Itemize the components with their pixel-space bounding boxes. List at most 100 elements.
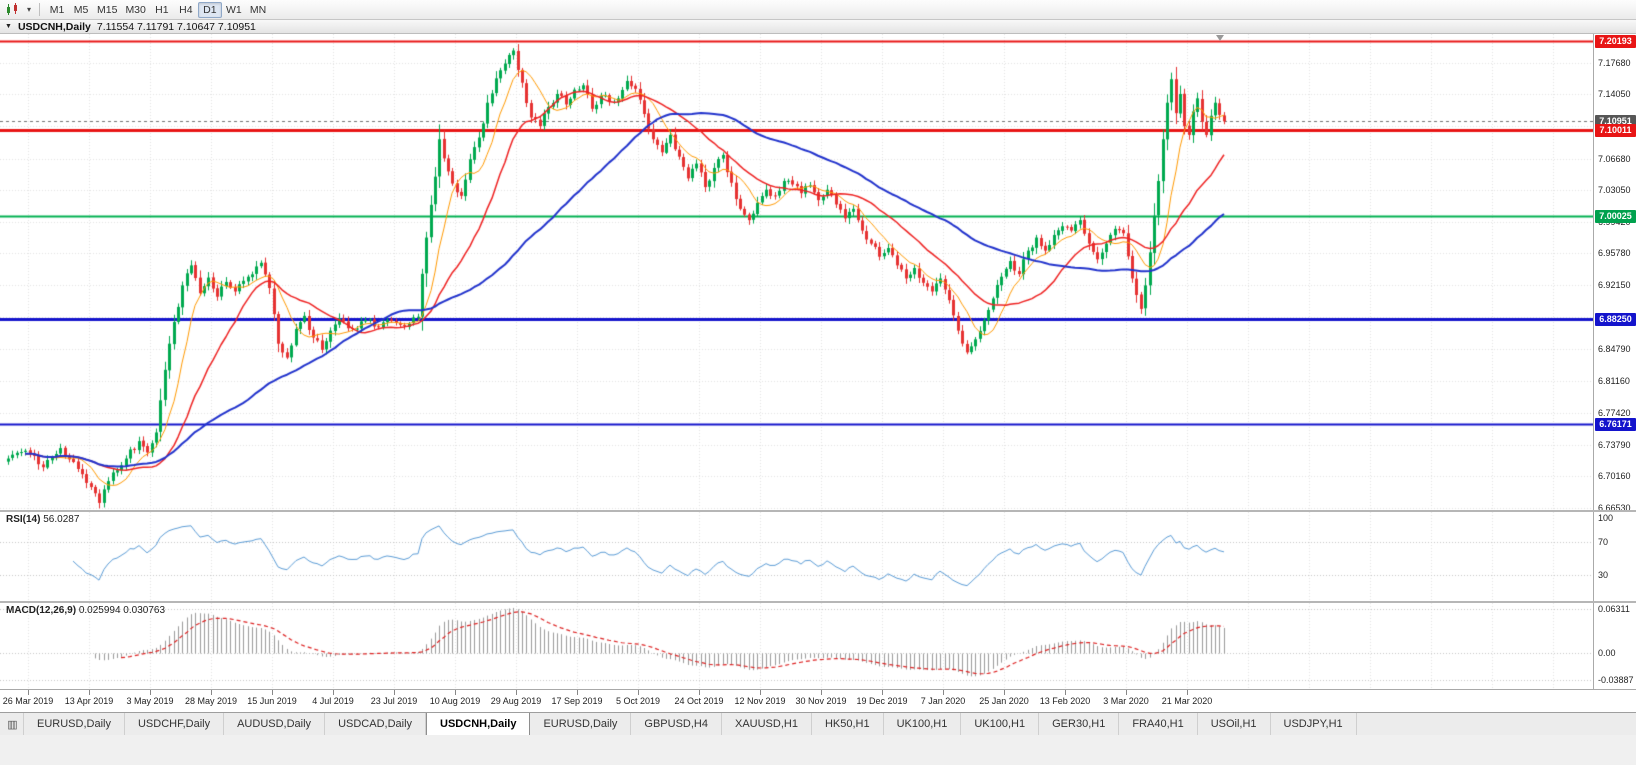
price-level-badge: 7.20193 bbox=[1595, 35, 1636, 48]
date-axis-tick bbox=[1187, 690, 1188, 695]
chart-caption-bar: ▼ USDCNH,Daily 7.11554 7.11791 7.10647 7… bbox=[0, 20, 1636, 34]
timeframe-button-d1[interactable]: D1 bbox=[197, 1, 222, 18]
date-axis-label: 24 Oct 2019 bbox=[674, 696, 724, 706]
timeframe-button-m5[interactable]: M5 bbox=[73, 3, 89, 16]
chart-tab-usdcnh-daily[interactable]: USDCNH,Daily bbox=[426, 713, 531, 735]
rsi-indicator-chart[interactable] bbox=[0, 512, 1593, 601]
rsi-axis-tick-label: 30 bbox=[1598, 569, 1609, 580]
date-axis-label: 23 Jul 2019 bbox=[370, 696, 418, 706]
candlestick-glyph bbox=[7, 3, 17, 15]
timeframe-button-m15[interactable]: M15 bbox=[97, 3, 118, 16]
chart-tab-gbpusd-h4[interactable]: GBPUSD,H4 bbox=[631, 713, 722, 735]
chart-tab-usoil-h1[interactable]: USOil,H1 bbox=[1198, 713, 1271, 735]
macd-axis-tick-label: 0.06311 bbox=[1598, 603, 1630, 614]
rsi-indicator-value: 56.0287 bbox=[43, 514, 80, 525]
macd-indicator-name: MACD(12,26,9) bbox=[6, 605, 77, 616]
date-axis-tick bbox=[89, 690, 90, 695]
date-axis-label: 17 Sep 2019 bbox=[551, 696, 603, 706]
date-axis-label: 26 Mar 2019 bbox=[2, 696, 54, 706]
date-axis-label: 12 Nov 2019 bbox=[734, 696, 786, 706]
date-axis-tick bbox=[28, 690, 29, 695]
chart-tab-uk100-h1[interactable]: UK100,H1 bbox=[884, 713, 962, 735]
chart-tab-eurusd-daily[interactable]: EURUSD,Daily bbox=[530, 713, 632, 735]
timeframe-button-w1[interactable]: W1 bbox=[226, 3, 242, 16]
tab-list-icon[interactable]: ▥ bbox=[2, 713, 24, 735]
date-axis-tick bbox=[760, 690, 761, 695]
date-axis-tick bbox=[943, 690, 944, 695]
date-axis-tick bbox=[150, 690, 151, 695]
rsi-panel-label: RSI(14) 56.0287 bbox=[6, 514, 79, 525]
chart-type-dropdown-icon[interactable]: ▾ bbox=[26, 5, 31, 14]
toolbar: ▾ M1 M5 M15 M30 H1 H4 D1 W1 MN bbox=[0, 0, 1636, 20]
date-axis-tick bbox=[821, 690, 822, 695]
date-axis-tick bbox=[272, 690, 273, 695]
chart-tab-hk50-h1[interactable]: HK50,H1 bbox=[812, 713, 884, 735]
date-axis-tick bbox=[394, 690, 395, 695]
date-axis-tick bbox=[638, 690, 639, 695]
price-level-badge: 7.00025 bbox=[1595, 210, 1636, 224]
macd-indicator-chart[interactable] bbox=[0, 603, 1593, 689]
rsi-panel-splitter[interactable] bbox=[0, 510, 1636, 512]
date-axis-separator bbox=[0, 689, 1636, 690]
date-axis-label: 3 May 2019 bbox=[126, 696, 174, 706]
price-axis-tick-label: 7.03050 bbox=[1598, 185, 1631, 196]
chart-menu-icon[interactable]: ▼ bbox=[5, 22, 12, 30]
chart-tab-bar: ▥ EURUSD,Daily USDCHF,Daily AUDUSD,Daily US… bbox=[0, 712, 1636, 735]
price-axis-separator bbox=[1593, 34, 1594, 689]
timeframe-button-m30[interactable]: M30 bbox=[125, 3, 146, 16]
price-axis-tick-label: 6.66530 bbox=[1598, 502, 1631, 513]
price-axis-tick-label: 7.17680 bbox=[1598, 57, 1631, 68]
chart-tab-uk100-h1[interactable]: UK100,H1 bbox=[961, 713, 1040, 735]
date-axis-tick bbox=[1126, 690, 1127, 695]
chart-tab-usdcad-daily[interactable]: USDCAD,Daily bbox=[325, 713, 427, 735]
chart-tab-xauusd-h1[interactable]: XAUUSD,H1 bbox=[722, 713, 812, 735]
price-axis-tick-label: 7.06680 bbox=[1598, 153, 1631, 164]
price-axis-tick-label: 6.81160 bbox=[1598, 375, 1630, 386]
timeframe-button-h1[interactable]: H1 bbox=[155, 3, 169, 16]
date-axis-tick bbox=[455, 690, 456, 695]
chart-shift-marker-icon bbox=[1216, 35, 1224, 41]
macd-panel-splitter[interactable] bbox=[0, 601, 1636, 603]
date-axis-label: 13 Apr 2019 bbox=[64, 696, 114, 706]
timeframe-button-group: M1 M5 M15 M30 H1 H4 D1 W1 MN bbox=[45, 1, 270, 18]
macd-indicator-value: 0.025994 0.030763 bbox=[78, 605, 166, 616]
date-axis-label: 5 Oct 2019 bbox=[615, 696, 661, 706]
timeframe-button-m1[interactable]: M1 bbox=[49, 3, 65, 16]
price-axis-tick-label: 6.92150 bbox=[1598, 279, 1631, 290]
main-price-chart[interactable] bbox=[0, 34, 1593, 510]
date-axis-label: 28 May 2019 bbox=[184, 696, 238, 706]
date-axis-label: 3 Mar 2020 bbox=[1103, 696, 1149, 706]
date-axis-tick bbox=[1065, 690, 1066, 695]
timeframe-button-mn[interactable]: MN bbox=[249, 3, 267, 16]
chart-tab-usdjpy-h1[interactable]: USDJPY,H1 bbox=[1271, 713, 1357, 735]
price-axis-tick-label: 6.77420 bbox=[1598, 408, 1631, 419]
macd-panel-label: MACD(12,26,9) 0.025994 0.030763 bbox=[6, 605, 165, 616]
price-level-badge: 6.88250 bbox=[1595, 312, 1636, 326]
date-axis-label: 30 Nov 2019 bbox=[795, 696, 847, 706]
chart-symbol-period: USDCNH,Daily bbox=[17, 20, 91, 33]
date-axis-tick bbox=[882, 690, 883, 695]
rsi-indicator-name: RSI(14) bbox=[6, 514, 41, 525]
price-level-badge: 7.10011 bbox=[1595, 123, 1636, 137]
date-axis-tick bbox=[333, 690, 334, 695]
date-axis-label: 21 Mar 2020 bbox=[1161, 696, 1213, 706]
chart-tab-eurusd-daily[interactable]: EURUSD,Daily bbox=[24, 713, 125, 735]
date-axis-label: 29 Aug 2019 bbox=[490, 696, 542, 706]
chart-tab-usdchf-daily[interactable]: USDCHF,Daily bbox=[125, 713, 225, 735]
chart-tab-fra40-h1[interactable]: FRA40,H1 bbox=[1119, 713, 1198, 735]
chart-tab-ger30-h1[interactable]: GER30,H1 bbox=[1039, 713, 1120, 735]
timeframe-button-h4[interactable]: H4 bbox=[179, 3, 193, 16]
chart-type-icon[interactable] bbox=[3, 2, 23, 18]
chart-ohlc-values: 7.11554 7.11791 7.10647 7.10951 bbox=[96, 20, 256, 33]
date-axis-tick bbox=[1004, 690, 1005, 695]
price-axis-tick-label: 6.70160 bbox=[1598, 471, 1631, 482]
toolbar-separator bbox=[39, 3, 40, 16]
chart-tab-audusd-daily[interactable]: AUDUSD,Daily bbox=[224, 713, 326, 735]
date-axis-label: 10 Aug 2019 bbox=[429, 696, 481, 706]
date-axis-label: 13 Feb 2020 bbox=[1039, 696, 1091, 706]
date-axis-label: 15 Jun 2019 bbox=[247, 696, 297, 706]
status-strip bbox=[0, 735, 1636, 765]
date-axis-tick bbox=[516, 690, 517, 695]
date-axis-tick bbox=[211, 690, 212, 695]
